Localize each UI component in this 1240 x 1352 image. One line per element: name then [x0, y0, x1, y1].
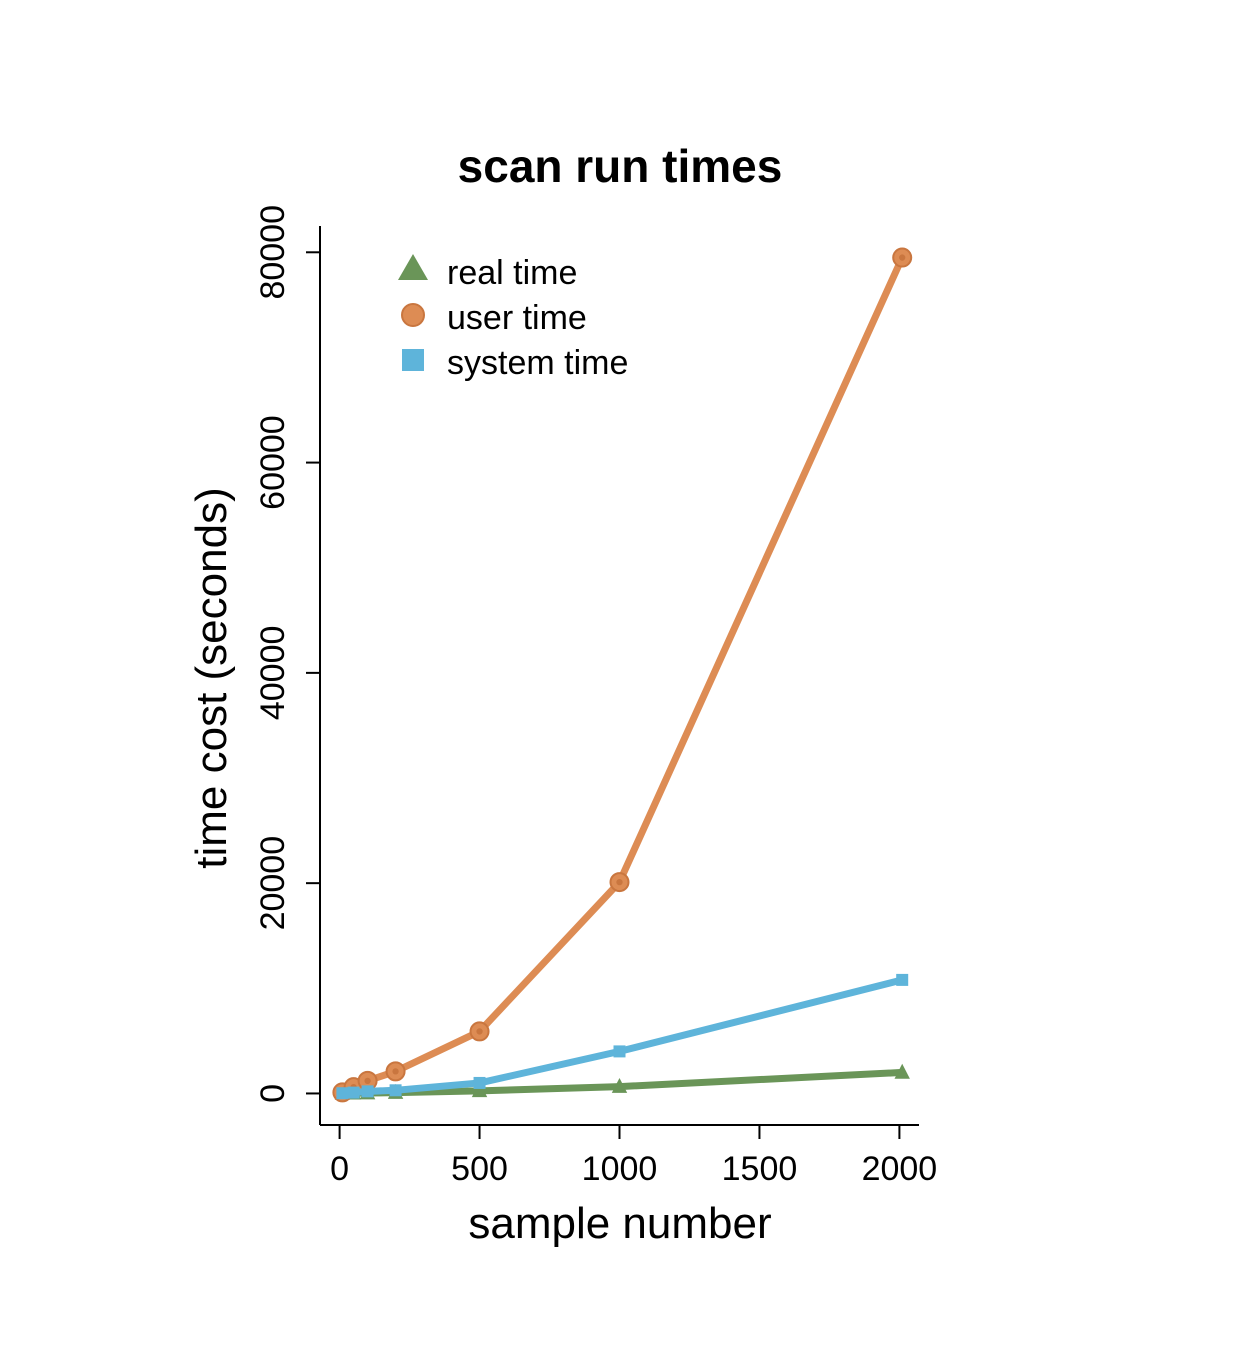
x-tick-label: 1000 [582, 1150, 658, 1188]
data-point [361, 1085, 374, 1098]
data-point [347, 1086, 360, 1099]
chart-title: scan run times [458, 140, 783, 192]
data-point [611, 1077, 628, 1093]
data-point [471, 1082, 488, 1098]
series-real-time [334, 1063, 910, 1100]
data-point [892, 247, 913, 268]
x-tick-label: 500 [451, 1150, 508, 1188]
legend-label: user time [447, 299, 587, 337]
y-tick-label: 80000 [254, 205, 292, 300]
y-tick-label: 0 [254, 1084, 292, 1103]
legend-marker [401, 303, 425, 327]
data-point [473, 1076, 486, 1089]
legend-label: real time [447, 254, 577, 292]
data-point [389, 1084, 402, 1097]
series-line [338, 254, 906, 1096]
x-tick-label: 2000 [862, 1150, 938, 1188]
legend-label: system time [447, 344, 628, 382]
legend-marker [398, 254, 428, 280]
data-point [609, 872, 630, 893]
series-layer [332, 247, 913, 1103]
data-point [896, 973, 909, 986]
y-axis-ticks: 0 20000 40000 60000 80000 [254, 205, 320, 1103]
data-point [469, 1021, 490, 1042]
data-point [894, 1063, 910, 1079]
legend-item: real time [398, 254, 577, 292]
y-tick-label: 60000 [254, 415, 292, 510]
data-point [385, 1061, 406, 1082]
x-axis-ticks: 0 500 1000 1500 2000 [330, 1125, 937, 1188]
legend-item: system time [402, 344, 628, 382]
data-point [336, 1087, 349, 1100]
x-tick-label: 1500 [722, 1150, 798, 1188]
y-tick-label: 20000 [254, 836, 292, 931]
data-point [613, 1045, 626, 1058]
y-axis-label: time cost (seconds) [187, 487, 236, 868]
legend: real time user time system time [398, 254, 628, 382]
series-system-time [336, 973, 909, 1100]
legend-marker [402, 349, 424, 371]
y-tick-label: 40000 [254, 626, 292, 721]
x-tick-label: 0 [330, 1150, 349, 1188]
legend-item: user time [401, 299, 587, 337]
x-axis-label: sample number [468, 1199, 771, 1248]
